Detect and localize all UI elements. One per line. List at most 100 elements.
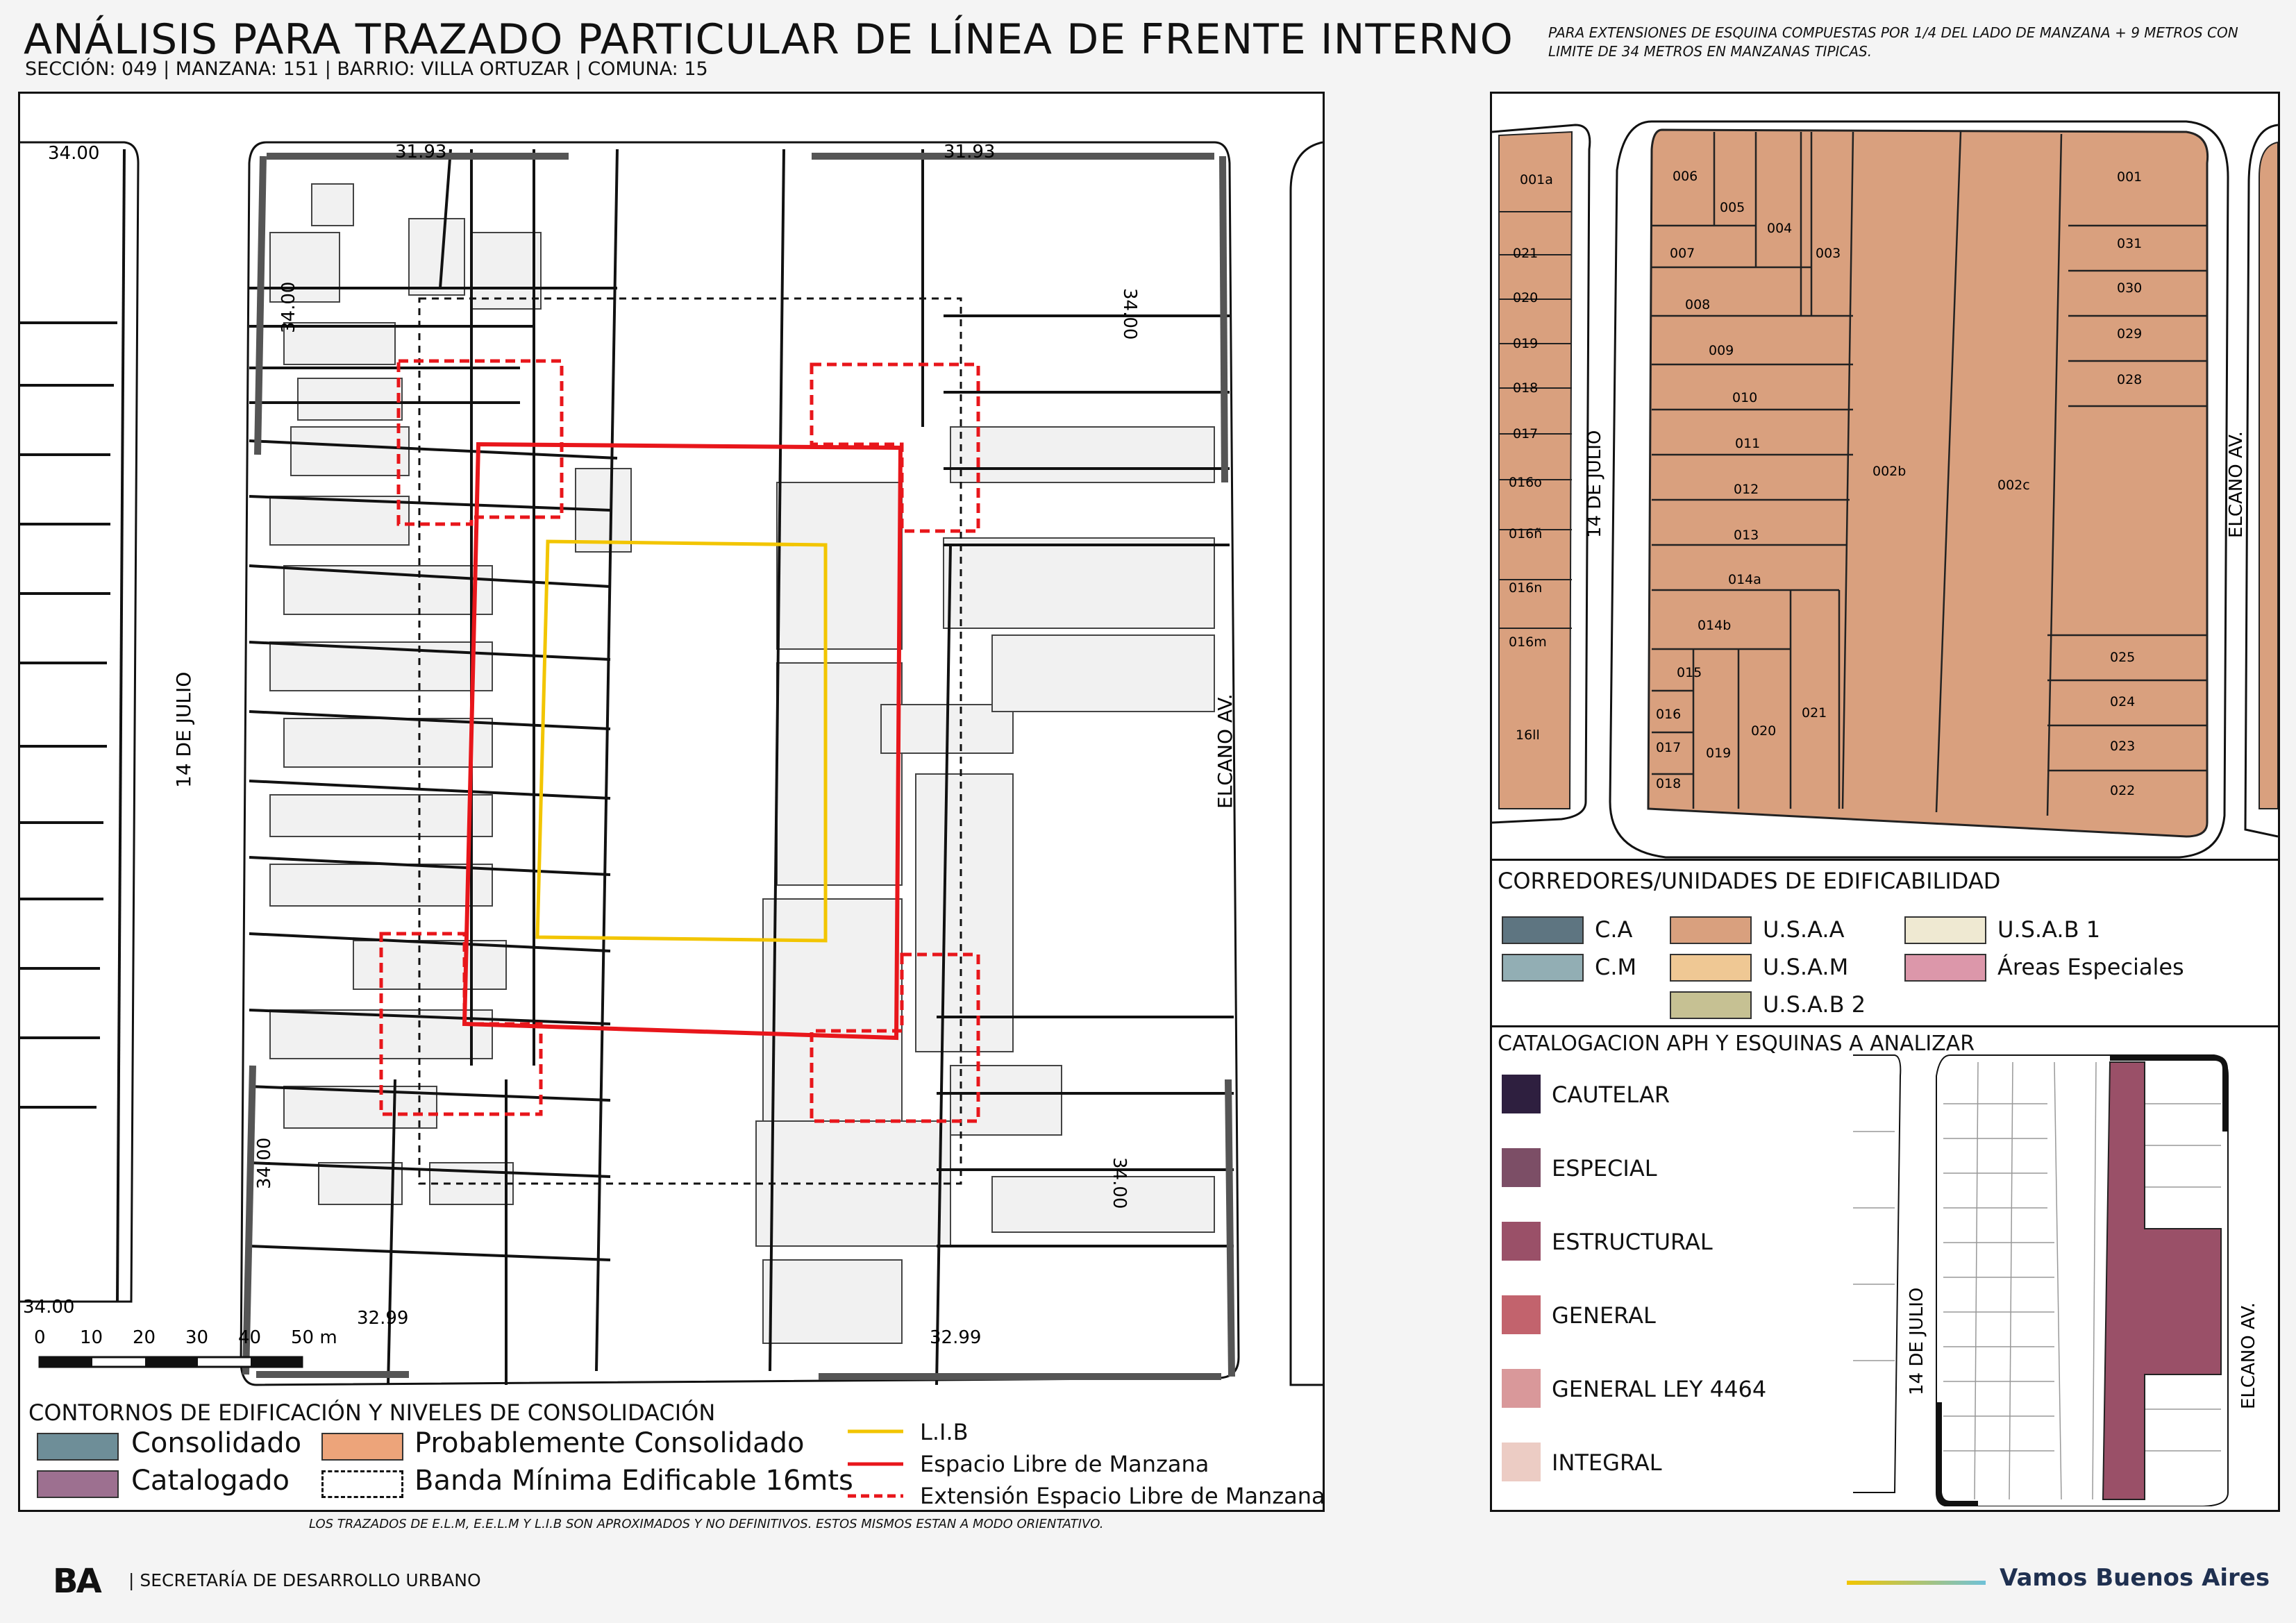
svg-text:028: 028 bbox=[2117, 372, 2142, 387]
swatch-general-ley bbox=[1502, 1369, 1541, 1408]
aph-street-right: ELCANO AV. bbox=[2238, 1302, 2259, 1409]
left-block-dim-top: 34.00 bbox=[48, 143, 99, 164]
svg-text:019: 019 bbox=[1513, 336, 1538, 351]
scale-tick-40: 40 bbox=[238, 1327, 261, 1348]
label-cm: C.M bbox=[1595, 954, 1637, 980]
svg-text:030: 030 bbox=[2117, 280, 2142, 296]
parcel-right-lots bbox=[2259, 141, 2278, 809]
scale-tick-30: 30 bbox=[185, 1327, 208, 1348]
left-adjacent-block bbox=[20, 141, 140, 1303]
main-block-map[interactable]: 34.00 34.00 bbox=[20, 94, 1323, 1395]
swatch-banda-minima bbox=[321, 1470, 403, 1498]
label-general: GENERAL bbox=[1552, 1302, 1656, 1329]
label-extension-espacio-libre: Extensión Espacio Libre de Manzana bbox=[920, 1483, 1325, 1509]
label-general-ley: GENERAL LEY 4464 bbox=[1552, 1376, 1767, 1402]
label-usam: U.S.A.M bbox=[1763, 954, 1849, 980]
svg-text:012: 012 bbox=[1734, 482, 1759, 497]
disclaimer: LOS TRAZADOS DE E.L.M, E.E.L.M Y L.I.B S… bbox=[309, 1517, 1104, 1531]
dim-side-right-bottom: 34.00 bbox=[1109, 1157, 1130, 1209]
svg-text:011: 011 bbox=[1735, 436, 1760, 451]
left-street-label: 14 DE JULIO bbox=[172, 672, 195, 788]
label-especial: ESPECIAL bbox=[1552, 1155, 1657, 1181]
parcel-labels: 006 005 004 003 007 008 009 010 011 012 … bbox=[1509, 169, 2142, 798]
svg-text:016m: 016m bbox=[1509, 634, 1547, 650]
left-block-dim-bottom: 34.00 bbox=[23, 1297, 74, 1318]
svg-text:004: 004 bbox=[1767, 221, 1792, 236]
svg-text:018: 018 bbox=[1656, 776, 1681, 791]
svg-text:022: 022 bbox=[2110, 783, 2135, 798]
swatch-cm bbox=[1502, 954, 1584, 982]
label-lib: L.I.B bbox=[920, 1419, 969, 1445]
dim-side-left-bottom: 34.00 bbox=[254, 1138, 275, 1189]
aph-estructural-area bbox=[2102, 1061, 2222, 1500]
swatch-catalogado bbox=[37, 1470, 119, 1498]
svg-text:016ñ: 016ñ bbox=[1509, 526, 1542, 541]
svg-text:003: 003 bbox=[1816, 246, 1841, 261]
svg-text:021: 021 bbox=[1802, 705, 1827, 721]
dim-bottom-left: 32.99 bbox=[357, 1308, 408, 1329]
svg-text:014b: 014b bbox=[1698, 618, 1731, 633]
line-legend-symbols bbox=[848, 1429, 903, 1498]
espacio-libre-manzana bbox=[462, 442, 903, 1041]
parcel-lines bbox=[249, 149, 1234, 1386]
lib-line bbox=[535, 539, 828, 943]
aph-map[interactable]: 14 DE JULIO ELCANO AV. bbox=[1853, 1048, 2270, 1506]
parcel-map[interactable]: 14 DE JULIO ELCANO AV. 006 005 004 003 0… bbox=[1492, 94, 2278, 860]
right-panel: 14 DE JULIO ELCANO AV. 006 005 004 003 0… bbox=[1490, 92, 2280, 1512]
scale-tick-50: 50 m bbox=[291, 1327, 337, 1348]
scale-bar: 0 10 20 30 40 50 m bbox=[34, 1327, 337, 1368]
aph-title: CATALOGACION APH Y ESQUINAS A ANALIZAR bbox=[1498, 1032, 1975, 1056]
page-subtitle: SECCIÓN: 049 | MANZANA: 151 | BARRIO: VI… bbox=[25, 58, 708, 80]
swatch-areas-especiales bbox=[1904, 954, 1986, 982]
main-legend-area: CONTORNOS DE EDIFICACIÓN Y NIVELES DE CO… bbox=[18, 1393, 1325, 1512]
svg-text:017: 017 bbox=[1656, 740, 1681, 755]
svg-text:006: 006 bbox=[1673, 169, 1698, 184]
parcel-left-lot-lines bbox=[1499, 211, 1572, 629]
svg-text:013: 013 bbox=[1734, 528, 1759, 543]
swatch-general bbox=[1502, 1295, 1541, 1334]
svg-text:005: 005 bbox=[1720, 200, 1745, 215]
scale-tick-20: 20 bbox=[133, 1327, 156, 1348]
dim-top-left: 31.93 bbox=[395, 142, 446, 162]
label-banda-minima: Banda Mínima Edificable 16mts bbox=[414, 1465, 853, 1497]
svg-text:024: 024 bbox=[2110, 694, 2135, 709]
svg-text:025: 025 bbox=[2110, 650, 2135, 665]
corredores-legend: CORREDORES/UNIDADES DE EDIFICABILIDAD C.… bbox=[1492, 859, 2278, 1027]
svg-text:007: 007 bbox=[1670, 246, 1695, 261]
right-street-label: ELCANO AV. bbox=[1214, 693, 1237, 809]
dim-top-right: 31.93 bbox=[944, 142, 995, 162]
frontage-lines bbox=[242, 153, 1235, 1380]
swatch-usab1 bbox=[1904, 916, 1986, 944]
swatch-cautelar bbox=[1502, 1075, 1541, 1113]
label-cautelar: CAUTELAR bbox=[1552, 1082, 1670, 1108]
parcel-lot-lines bbox=[1652, 131, 2207, 816]
svg-text:016: 016 bbox=[1656, 707, 1681, 722]
label-integral: INTEGRAL bbox=[1552, 1449, 1662, 1476]
label-consolidado: Consolidado bbox=[131, 1427, 302, 1459]
swatch-usaa bbox=[1670, 916, 1752, 944]
svg-text:015: 015 bbox=[1677, 665, 1702, 680]
dim-bottom-right: 32.99 bbox=[930, 1327, 981, 1348]
scale-tick-0: 0 bbox=[34, 1327, 46, 1348]
label-usab1: U.S.A.B 1 bbox=[1997, 916, 2101, 943]
right-adjacent-block bbox=[1289, 141, 1323, 1386]
parcel-street-left: 14 DE JULIO bbox=[1584, 430, 1605, 538]
label-usab2: U.S.A.B 2 bbox=[1763, 991, 1866, 1018]
swatch-especial bbox=[1502, 1148, 1541, 1187]
label-probablemente-consolidado: Probablemente Consolidado bbox=[414, 1427, 805, 1459]
main-map-panel: 34.00 34.00 bbox=[18, 92, 1325, 1397]
svg-text:16ll: 16ll bbox=[1516, 728, 1540, 743]
aph-legend: CATALOGACION APH Y ESQUINAS A ANALIZAR C… bbox=[1492, 1025, 2278, 1512]
svg-text:031: 031 bbox=[2117, 236, 2142, 251]
parcel-left-lots bbox=[1498, 131, 1573, 809]
brand-line bbox=[1847, 1581, 1986, 1585]
svg-text:019: 019 bbox=[1706, 746, 1731, 761]
svg-text:009: 009 bbox=[1709, 343, 1734, 358]
label-usaa: U.S.A.A bbox=[1763, 916, 1845, 943]
corredores-title: CORREDORES/UNIDADES DE EDIFICABILIDAD bbox=[1498, 868, 2001, 894]
parcel-street-right: ELCANO AV. bbox=[2226, 431, 2247, 538]
brand-label: Vamos Buenos Aires bbox=[2000, 1564, 2270, 1592]
svg-text:020: 020 bbox=[1751, 723, 1776, 739]
swatch-consolidado bbox=[37, 1433, 119, 1461]
svg-text:014a: 014a bbox=[1728, 572, 1761, 587]
